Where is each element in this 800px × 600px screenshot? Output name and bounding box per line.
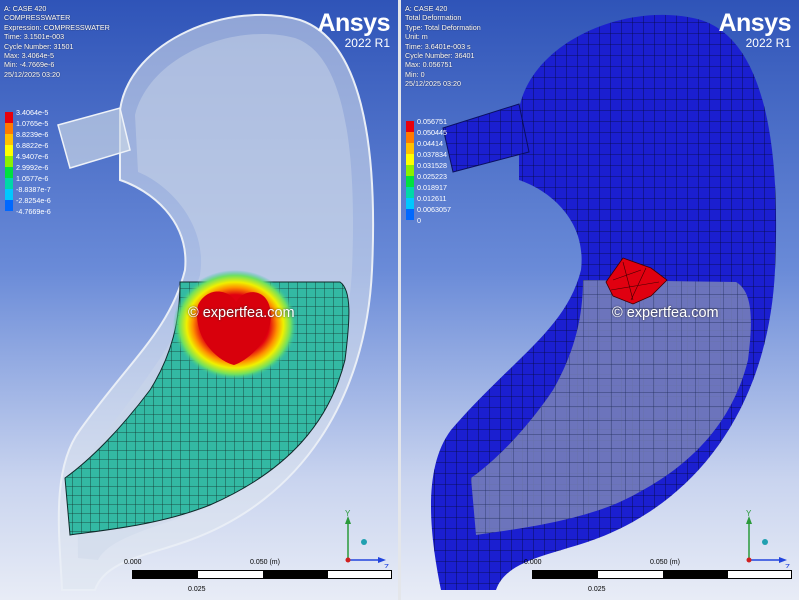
- scale-start: 0.000: [524, 559, 542, 566]
- scale-start: 0.000: [124, 559, 142, 566]
- left-info-block: A: CASE 420 COMPRESSWATER Expression: COMP…: [4, 4, 110, 79]
- legend-swatch: [406, 121, 414, 132]
- left-axis-triad[interactable]: Y Z: [340, 508, 390, 572]
- legend-swatch: [406, 165, 414, 176]
- info-line: Min: -4.7669e-6: [4, 60, 55, 70]
- legend-swatch: [5, 134, 13, 145]
- legend-swatch: [5, 156, 13, 167]
- info-line: Max: 3.4064e-5: [4, 51, 54, 61]
- legend-label: 0.012611: [417, 194, 447, 203]
- legend-swatch: [5, 200, 13, 211]
- legend-label: 8.8239e-6: [16, 130, 49, 139]
- legend-swatch: [5, 189, 13, 200]
- right-ansys-logo: Ansys 2022 R1: [718, 10, 791, 50]
- right-viewport[interactable]: A: CASE 420 Total Deformation Type: Total …: [401, 0, 799, 600]
- right-axis-triad[interactable]: Y Z: [741, 508, 791, 572]
- info-line: A: CASE 420: [4, 4, 47, 13]
- info-line: Total Deformation: [405, 13, 462, 23]
- info-line: COMPRESSWATER: [4, 13, 71, 23]
- legend-label: 0.018917: [417, 183, 447, 192]
- scale-mid: 0.025: [588, 586, 606, 593]
- brand-version: 2022 R1: [344, 36, 390, 50]
- brand-name: Ansys: [718, 9, 791, 37]
- legend-label: 2.9992e-6: [16, 163, 49, 172]
- triad-y-label: Y: [746, 509, 752, 518]
- legend-label: 6.8822e-6: [16, 141, 49, 150]
- legend-label: 0: [417, 216, 421, 225]
- info-line: 25/12/2025 03:20: [405, 79, 461, 89]
- legend-swatch: [5, 112, 13, 123]
- triad-z-label: Z: [384, 563, 389, 568]
- legend-label: 3.4064e-5: [16, 108, 49, 117]
- legend-label: 0.037834: [417, 150, 447, 159]
- legend-swatch: [5, 145, 13, 156]
- info-line: Type: Total Deformation: [405, 22, 481, 32]
- info-line: Max: 0.056751: [405, 60, 453, 70]
- panel-divider: [398, 0, 401, 600]
- legend-swatch: [406, 154, 414, 165]
- legend-swatch: [406, 143, 414, 154]
- legend-label: 0.031528: [417, 161, 447, 170]
- info-line: Expression: COMPRESSWATER: [4, 22, 110, 32]
- info-line: Time: 3.6401e-003 s: [405, 41, 471, 51]
- scale-end: 0.050 (m): [650, 559, 680, 566]
- brand-name: Ansys: [317, 9, 390, 37]
- legend-label: 4.9407e-6: [16, 152, 49, 161]
- left-viewport[interactable]: A: CASE 420 COMPRESSWATER Expression: COMP…: [0, 0, 398, 600]
- legend-label: 0.0063057: [417, 205, 451, 214]
- legend-swatch: [406, 176, 414, 187]
- info-line: Cycle Number: 31501: [4, 41, 74, 51]
- legend-swatch: [5, 178, 13, 189]
- triad-z-label: Z: [785, 563, 790, 568]
- legend-label: 1.0577e-6: [16, 174, 49, 183]
- scale-end: 0.050 (m): [250, 559, 280, 566]
- legend-swatch: [406, 198, 414, 209]
- legend-swatch: [5, 123, 13, 134]
- info-line: 25/12/2025 03:20: [4, 69, 60, 79]
- info-line: Unit: m: [405, 32, 428, 42]
- info-line: Min: 0: [405, 69, 425, 79]
- legend-swatch: [406, 132, 414, 143]
- legend-label: 0.050445: [417, 128, 447, 137]
- left-model-view: [57, 13, 375, 591]
- info-line: Time: 3.1501e-003: [4, 32, 65, 42]
- left-ansys-logo: Ansys 2022 R1: [317, 10, 390, 50]
- right-scale-bar: 0.000 0.050 (m) 0.025: [524, 558, 799, 598]
- legend-swatch: [406, 209, 414, 220]
- legend-label: -4.7669e-6: [16, 207, 51, 216]
- info-line: A: CASE 420: [405, 4, 448, 13]
- legend-swatch: [5, 167, 13, 178]
- max-deformation-region: [605, 257, 668, 305]
- right-watermark: © expertfea.com: [612, 305, 719, 321]
- left-watermark: © expertfea.com: [188, 305, 295, 321]
- legend-label: -8.8387e-7: [16, 185, 51, 194]
- right-info-block: A: CASE 420 Total Deformation Type: Total …: [405, 4, 481, 89]
- right-model-view: [431, 14, 777, 590]
- legend-label: 0.025223: [417, 172, 447, 181]
- scale-mid: 0.025: [188, 586, 206, 593]
- legend-label: -2.8254e-6: [16, 196, 51, 205]
- legend-swatch: [406, 187, 414, 198]
- brand-version: 2022 R1: [745, 36, 791, 50]
- legend-label: 0.04414: [417, 139, 443, 148]
- triad-y-label: Y: [345, 509, 351, 518]
- left-scale-bar: 0.000 0.050 (m) 0.025: [124, 558, 398, 598]
- legend-label: 0.056751: [417, 117, 447, 126]
- legend-label: 1.0765e-5: [16, 119, 49, 128]
- info-line: Cycle Number: 36401: [405, 51, 475, 61]
